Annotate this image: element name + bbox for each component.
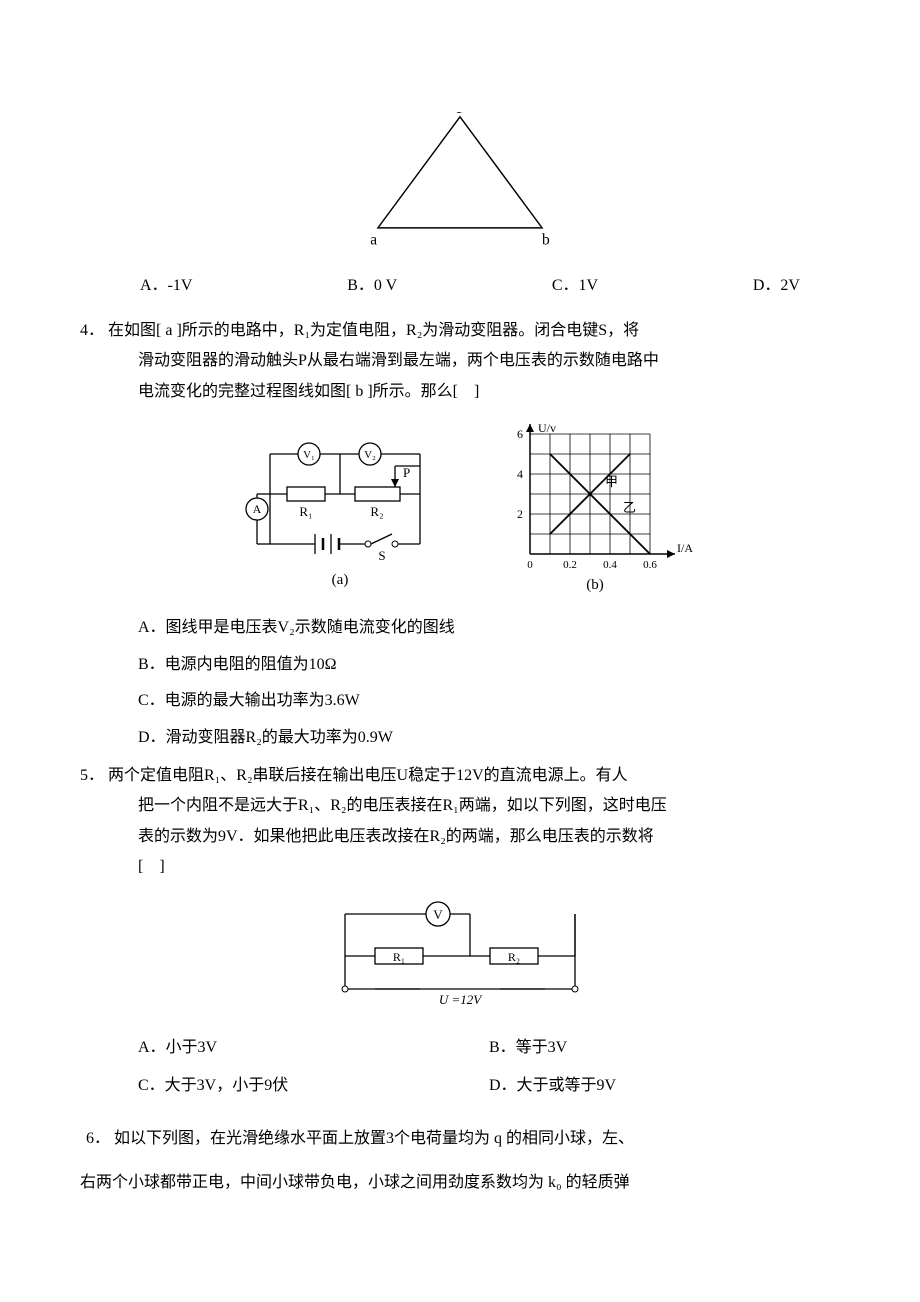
q5-options: A．小于3V B．等于3V C．大于3V，小于9伏 D．大于或等于9V: [80, 1029, 840, 1106]
ytick-2: 2: [517, 507, 523, 521]
q4-graph-b: U/v I/A 0 2 4 6 0.2 0.4 0.6 甲 乙 (b): [517, 421, 693, 593]
q3-opt-c: C．1V: [552, 271, 598, 301]
q4-line1-wrap: 4． 在如图[ a ]所示的电路中，R₁为定值电阻，R₂为滑动变阻器。闭合电键S…: [80, 316, 840, 346]
q4-figures: V₁ V₂ R₁ R₂ P A: [80, 419, 840, 605]
q4-opt-d: D．滑动变阻器R₂的最大功率为0.9W: [138, 723, 840, 753]
yi-label: 乙: [623, 500, 636, 515]
q5-line3: 表的示数为9V．如果他把此电压表改接在R₂的两端，那么电压表的示数将: [80, 822, 840, 852]
r2-label-q5: R₂: [508, 950, 520, 964]
q4-line2: 滑动变阻器的滑动触头P从最右端滑到最左端，两个电压表的示数随电路中: [80, 346, 840, 376]
q4-opt-a: A．图线甲是电压表V₂示数随电流变化的图线: [138, 613, 840, 643]
q4-circuit-a: V₁ V₂ R₁ R₂ P A: [246, 443, 420, 588]
s-label: S: [378, 548, 385, 563]
q4-options: A．图线甲是电压表V₂示数随电流变化的图线 B．电源内电阻的阻值为10Ω C．电…: [80, 613, 840, 753]
q5-line1-wrap: 5． 两个定值电阻R₁、R₂串联后接在输出电压U稳定于12V的直流电源上。有人: [80, 761, 840, 791]
q3-opt-b: B．0 V: [347, 271, 397, 301]
v1-label: V₁: [303, 449, 315, 461]
triangle-label-b: b: [542, 231, 550, 248]
r1-label-q5: R₁: [393, 950, 405, 964]
q6-num: 6．: [86, 1130, 110, 1147]
q4-line3: 电流变化的完整过程图线如图[ b ]所示。那么[ ]: [80, 377, 840, 407]
q4: 4． 在如图[ a ]所示的电路中，R₁为定值电阻，R₂为滑动变阻器。闭合电键S…: [80, 316, 840, 407]
triangle-label-a: a: [370, 231, 377, 248]
q5-opt-c: C．大于3V，小于9伏: [138, 1071, 489, 1101]
triangle-label-c2: c: [455, 112, 462, 117]
p-label: P: [403, 465, 410, 480]
triangle-svg: a b c: [345, 112, 575, 252]
xtick-06: 0.6: [643, 559, 657, 571]
ylabel: U/v: [538, 421, 556, 435]
q5-opt-b: B．等于3V: [489, 1033, 840, 1063]
svg-text:0: 0: [527, 559, 533, 571]
triangle-figure: a b c: [80, 112, 840, 263]
u-label: U =12V: [439, 992, 483, 1007]
a-fig-label: (a): [332, 572, 349, 588]
q5-opt-d: D．大于或等于9V: [489, 1071, 840, 1101]
xlabel: I/A: [677, 541, 693, 555]
q5-svg: V R₁ R₂ U =12V: [320, 894, 600, 1009]
q5-figure: V R₁ R₂ U =12V: [80, 894, 840, 1020]
q5: 5． 两个定值电阻R₁、R₂串联后接在输出电压U稳定于12V的直流电源上。有人 …: [80, 761, 840, 883]
q6-line2: 右两个小球都带正电，中间小球带负电，小球之间用劲度系数均为 k₀ 的轻质弹: [80, 1168, 840, 1198]
q6: 6． 如以下列图，在光滑绝缘水平面上放置3个电荷量均为 q 的相同小球，左、 右…: [80, 1124, 840, 1199]
q5-num: 5．: [80, 767, 104, 784]
q5-line2: 把一个内阻不是远大于R₁、R₂的电压表接在R₁两端，如以下列图，这时电压: [80, 791, 840, 821]
r1-box: [287, 487, 325, 501]
r2-box: [355, 487, 400, 501]
q4-opt-b: B．电源内电阻的阻值为10Ω: [138, 650, 840, 680]
q4-svg: V₁ V₂ R₁ R₂ P A: [220, 419, 700, 594]
q4-opt-c: C．电源的最大输出功率为3.6W: [138, 686, 840, 716]
q3-opt-a: A．-1V: [140, 271, 192, 301]
q6-line1: 如以下列图，在光滑绝缘水平面上放置3个电荷量均为 q 的相同小球，左、: [114, 1130, 634, 1147]
xtick-02: 0.2: [563, 559, 577, 571]
q3-opt-d: D．2V: [753, 271, 800, 301]
a-label: A: [253, 502, 262, 516]
ytick-4: 4: [517, 467, 523, 481]
v-label: V: [433, 907, 443, 922]
q5-line4: [ ]: [80, 852, 840, 882]
q5-opt-a: A．小于3V: [138, 1033, 489, 1063]
q6-line1-wrap: 6． 如以下列图，在光滑绝缘水平面上放置3个电荷量均为 q 的相同小球，左、: [80, 1124, 840, 1154]
triangle-shape: [378, 117, 542, 228]
b-fig-label: (b): [586, 577, 604, 593]
q5-line1: 两个定值电阻R₁、R₂串联后接在输出电压U稳定于12V的直流电源上。有人: [108, 767, 628, 784]
r2-label: R₂: [370, 504, 383, 519]
q3-options: A．-1V B．0 V C．1V D．2V: [80, 271, 840, 301]
q4-line1: 在如图[ a ]所示的电路中，R₁为定值电阻，R₂为滑动变阻器。闭合电键S，将: [108, 322, 639, 339]
r1-label: R₁: [299, 504, 312, 519]
v2-label: V₂: [364, 449, 376, 461]
q4-num: 4．: [80, 322, 104, 339]
ytick-6: 6: [517, 427, 523, 441]
xtick-04: 0.4: [603, 559, 617, 571]
